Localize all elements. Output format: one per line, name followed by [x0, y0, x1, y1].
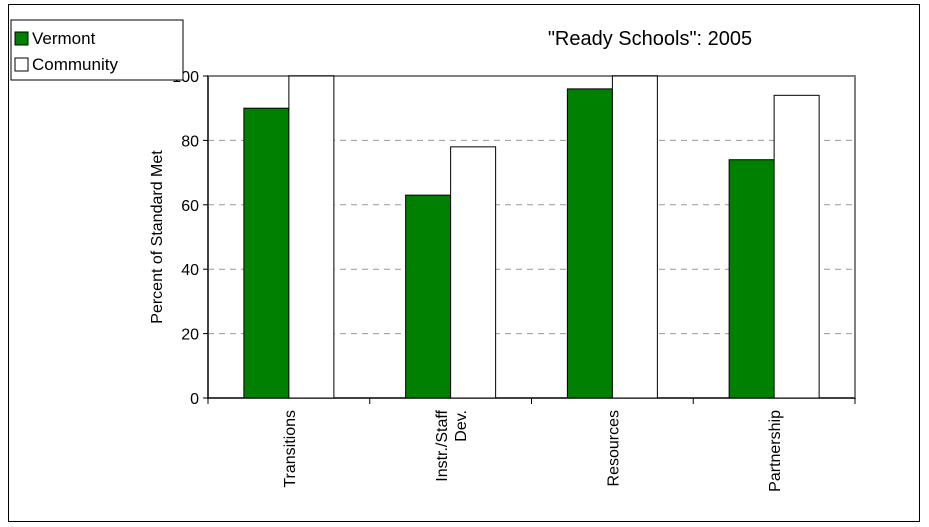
chart-title: "Ready Schools": 2005 — [548, 28, 752, 50]
y-tick-label: 80 — [181, 133, 199, 150]
bar-vermont — [405, 194, 452, 399]
y-tick-label: 20 — [181, 327, 199, 344]
bar-community — [611, 75, 658, 399]
y-tick-label: 40 — [181, 262, 199, 279]
x-tick-label: Resources — [605, 410, 622, 486]
legend-swatch-vermont — [14, 31, 29, 46]
bar-community — [773, 94, 820, 399]
bar-vermont — [728, 159, 775, 399]
x-tick-label: Partnership — [767, 410, 784, 492]
y-tick-label: 60 — [181, 198, 199, 215]
legend-label-vermont: Vermont — [32, 29, 96, 48]
legend-swatch-community — [14, 57, 29, 72]
legend-label-community: Community — [32, 55, 118, 74]
bar-community — [450, 146, 497, 399]
y-axis-label: Percent of Standard Met — [149, 150, 166, 324]
x-tick-label: Transitions — [282, 410, 299, 488]
y-tick-label: 0 — [190, 391, 199, 408]
legend — [10, 19, 184, 81]
bar-vermont — [566, 88, 613, 399]
bar-vermont — [243, 107, 290, 399]
x-tick-label: Instr./Staff Dev. — [434, 409, 470, 481]
bar-community — [288, 75, 335, 399]
